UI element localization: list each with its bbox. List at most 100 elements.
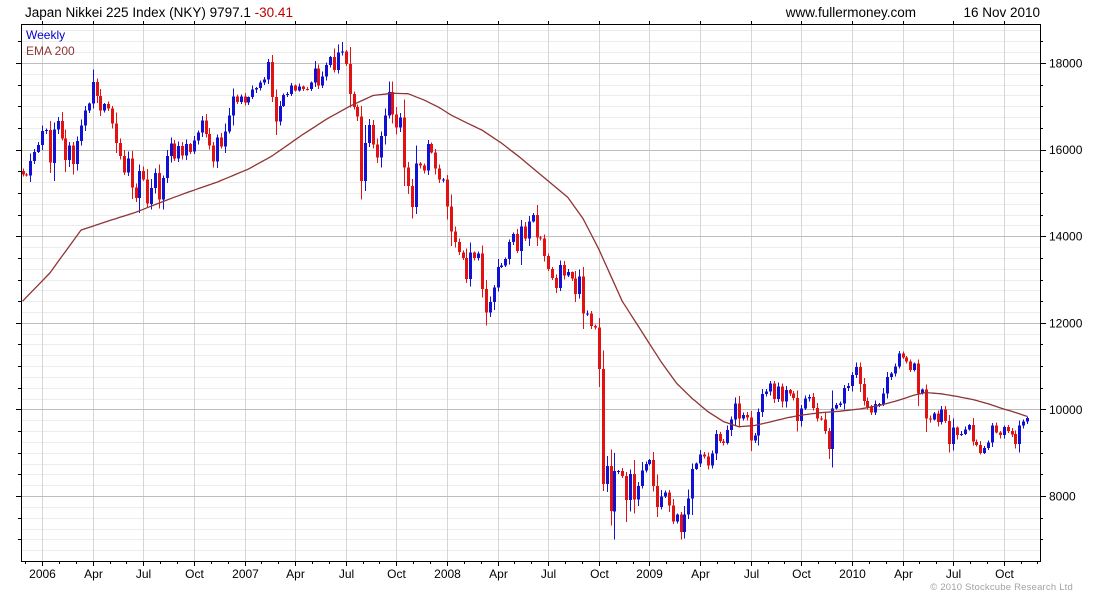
candle-body	[925, 389, 928, 419]
candle-body	[707, 456, 710, 466]
x-axis-label: Apr	[489, 567, 508, 581]
candle-body	[594, 326, 597, 328]
candle-body	[388, 91, 391, 116]
candle-body	[902, 353, 905, 358]
candle-body	[450, 206, 453, 232]
candle-body	[882, 393, 885, 404]
candle-body	[407, 167, 410, 187]
candle-body	[543, 238, 546, 256]
candle-body	[504, 258, 507, 266]
candle-body	[621, 470, 624, 476]
candle-body	[831, 408, 834, 450]
candle-body	[855, 366, 858, 375]
candle-body	[913, 363, 916, 370]
candle-body	[715, 434, 718, 454]
candle-body	[220, 137, 223, 147]
candle-body	[356, 107, 359, 117]
candle-body	[703, 454, 706, 457]
candle-body	[952, 427, 955, 444]
candle-body	[384, 115, 387, 137]
candle-body	[57, 121, 60, 130]
candle-body	[150, 188, 153, 204]
candle-body	[1007, 427, 1010, 432]
candle-body	[329, 57, 332, 65]
candle-body	[968, 424, 971, 430]
candle-body	[551, 269, 554, 278]
candle-body	[691, 468, 694, 499]
candle-body	[761, 394, 764, 412]
y-axis-label: 12000	[1049, 316, 1083, 330]
chart-header: Japan Nikkei 225 Index (NKY) 9797.1 -30.…	[25, 5, 293, 20]
candle-body	[660, 496, 663, 508]
candle-body	[886, 376, 889, 394]
candle-body	[777, 386, 780, 400]
candle-body	[33, 152, 36, 161]
candle-body	[637, 485, 640, 500]
candle-body	[317, 68, 320, 86]
x-axis-label: Oct	[590, 567, 609, 581]
candle-body	[789, 390, 792, 394]
candle-body	[193, 140, 196, 152]
candle-body	[979, 445, 982, 454]
candle-body	[668, 492, 671, 506]
candle-body	[750, 417, 753, 441]
candle-body	[586, 313, 589, 315]
candle-body	[462, 252, 465, 258]
chart-title: Japan Nikkei 225 Index (NKY)	[25, 5, 206, 20]
candle-body	[142, 171, 145, 180]
candle-body	[376, 144, 379, 158]
candle-body	[890, 373, 893, 377]
candle-body	[676, 514, 679, 522]
candle-body	[345, 51, 348, 64]
candle-body	[158, 173, 161, 200]
candle-body	[645, 464, 648, 471]
candle-body	[189, 144, 192, 152]
candle-body	[516, 234, 519, 252]
ema-200-line	[22, 92, 1028, 428]
candle-body	[131, 158, 134, 188]
candle-body	[680, 514, 683, 532]
candle-body	[423, 165, 426, 171]
candle-body	[613, 471, 616, 512]
candle-body	[80, 125, 83, 141]
candle-body	[870, 407, 873, 413]
candle-body	[1011, 431, 1014, 435]
candle-body	[72, 145, 75, 165]
candle-body	[454, 231, 457, 243]
candle-body	[173, 143, 176, 159]
candle-body	[547, 255, 550, 270]
candle-body	[419, 163, 422, 166]
x-axis-label: Oct	[387, 567, 406, 581]
candle-body	[68, 145, 71, 160]
candle-body	[37, 144, 40, 153]
legend-ema-200: EMA 200	[26, 44, 75, 58]
candle-body	[539, 237, 542, 239]
x-axis-label: Jul	[541, 567, 556, 581]
candle-body	[162, 178, 165, 200]
candle-body	[878, 404, 881, 405]
candle-body	[851, 374, 854, 386]
candle-body	[571, 272, 574, 279]
candle-body	[500, 265, 503, 267]
candle-body	[259, 82, 262, 89]
candle-body	[493, 287, 496, 302]
candle-body	[812, 397, 815, 408]
candle-body	[839, 403, 842, 405]
candle-body	[497, 266, 500, 288]
candle-body	[127, 158, 130, 173]
chart-legend: Weekly EMA 200	[26, 27, 75, 59]
candle-body	[99, 96, 102, 111]
candle-body	[567, 272, 570, 276]
candle-body	[298, 86, 301, 91]
candle-body	[937, 413, 940, 423]
candle-body	[656, 486, 659, 508]
x-axis-label: 2008	[434, 567, 461, 581]
candle-body	[427, 144, 430, 171]
candle-body	[874, 404, 877, 413]
candle-body	[22, 171, 25, 175]
candle-body	[1014, 434, 1017, 444]
candle-body	[205, 120, 208, 134]
candle-body	[368, 124, 371, 144]
candle-body	[769, 383, 772, 392]
x-axis-label: Oct	[185, 567, 204, 581]
